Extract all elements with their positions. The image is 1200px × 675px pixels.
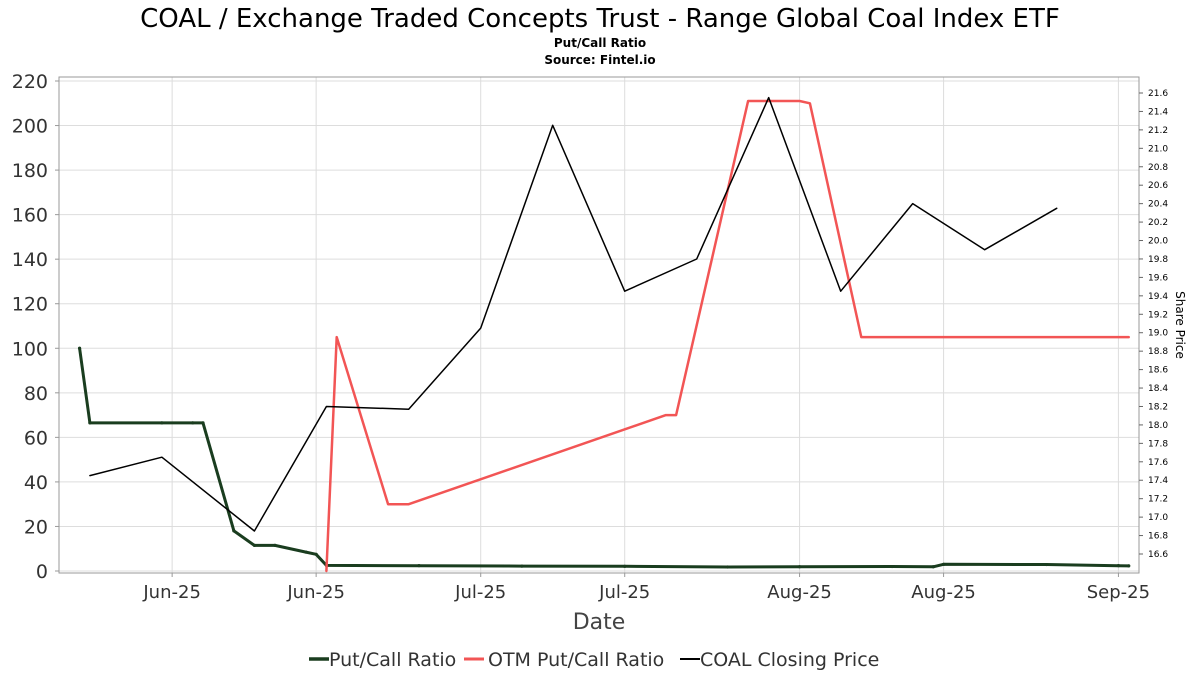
right-tick-label: 19.6 xyxy=(1148,273,1168,283)
right-tick-label: 16.8 xyxy=(1148,532,1168,542)
right-tick-label: 17.2 xyxy=(1148,495,1168,505)
series-line-put-call-ratio xyxy=(78,346,1131,569)
chart-title: COAL / Exchange Traded Concepts Trust - … xyxy=(140,4,1060,34)
x-tick-label: Jun-25 xyxy=(142,582,201,603)
data-point xyxy=(252,543,257,547)
right-tick-label: 19.0 xyxy=(1148,329,1168,339)
x-tick-label: Jun-25 xyxy=(286,582,345,603)
right-tick-label: 18.2 xyxy=(1148,402,1168,412)
right-tick-label: 21.6 xyxy=(1148,89,1168,99)
legend-label-otm-put-call-ratio: OTM Put/Call Ratio xyxy=(488,649,664,671)
data-point xyxy=(77,346,82,350)
right-tick-label: 17.8 xyxy=(1148,439,1168,449)
right-tick-label: 18.8 xyxy=(1148,347,1168,357)
legend-label-put-call-ratio: Put/Call Ratio xyxy=(329,649,456,671)
right-tick-label: 19.8 xyxy=(1148,255,1168,265)
data-point xyxy=(232,529,236,533)
right-tick-label: 17.6 xyxy=(1148,458,1168,468)
right-tick-label: 20.8 xyxy=(1148,163,1168,173)
data-point xyxy=(797,565,802,569)
data-point xyxy=(890,564,894,569)
x-tick-label: Jul-25 xyxy=(598,582,650,603)
series-line-coal-closing-price xyxy=(89,96,1058,532)
data-point xyxy=(88,421,92,425)
data-point xyxy=(725,565,730,569)
x-axis: Jun-25 Jun-25 Jul-25 Jul-25 Aug-25 Aug-25 Sep-… xyxy=(142,573,1150,603)
x-axis-label: Date xyxy=(573,610,626,635)
right-tick-label: 17.0 xyxy=(1148,513,1168,523)
left-tick-label: 120 xyxy=(12,294,48,316)
chart-subtitle-source: Source: Fintel.io xyxy=(544,53,655,67)
data-point xyxy=(520,564,524,568)
data-point xyxy=(1044,562,1049,567)
series-line-otm-put-call-ratio xyxy=(325,99,1130,573)
right-tick-label: 16.6 xyxy=(1148,550,1168,560)
grid-lines xyxy=(59,77,1139,573)
data-point xyxy=(1116,564,1121,568)
right-tick-label: 21.2 xyxy=(1148,126,1168,136)
chart-subtitle-metric: Put/Call Ratio xyxy=(554,36,646,50)
data-point xyxy=(160,421,164,425)
legend: Put/Call Ratio OTM Put/Call Ratio COAL Clo… xyxy=(309,649,879,671)
legend-label-coal-closing-price: COAL Closing Price xyxy=(700,649,879,671)
right-tick-label: 18.6 xyxy=(1148,366,1168,376)
right-tick-label: 20.2 xyxy=(1148,218,1168,228)
left-y-axis: 0 20 40 60 80 100 120 140 160 180 200 220 xyxy=(12,71,59,583)
data-point xyxy=(314,552,318,556)
data-point xyxy=(1127,564,1131,568)
right-tick-label: 18.4 xyxy=(1148,384,1168,394)
data-point xyxy=(191,421,195,425)
left-tick-label: 80 xyxy=(24,383,48,405)
data-point xyxy=(201,421,205,425)
left-tick-label: 40 xyxy=(24,472,48,494)
x-tick-label: Jul-25 xyxy=(454,582,506,603)
data-point xyxy=(304,550,308,554)
left-tick-label: 20 xyxy=(24,516,48,538)
plot-area-frame xyxy=(58,76,1140,574)
data-point xyxy=(417,564,421,568)
right-tick-label: 20.0 xyxy=(1148,237,1168,247)
left-tick-label: 200 xyxy=(12,116,48,138)
right-y-axis: 16.6 16.8 17.0 17.2 17.4 17.6 17.8 18.0 18.2 18.4… xyxy=(1139,89,1168,560)
left-tick-label: 0 xyxy=(36,561,48,583)
left-tick-label: 100 xyxy=(12,338,48,360)
left-tick-label: 140 xyxy=(12,249,48,271)
series-lines xyxy=(77,96,1131,573)
right-tick-label: 19.2 xyxy=(1148,310,1168,320)
data-point xyxy=(623,564,627,568)
left-tick-label: 180 xyxy=(12,160,48,182)
data-point xyxy=(931,565,935,569)
right-tick-label: 21.4 xyxy=(1148,107,1168,117)
left-tick-label: 160 xyxy=(12,205,48,227)
data-point xyxy=(941,562,946,566)
x-tick-label: Aug-25 xyxy=(911,582,976,603)
left-tick-label: 60 xyxy=(24,427,48,449)
x-tick-label: Aug-25 xyxy=(767,582,832,603)
right-tick-label: 20.6 xyxy=(1148,181,1168,191)
right-tick-label: 18.0 xyxy=(1148,421,1168,431)
right-tick-label: 20.4 xyxy=(1148,200,1168,210)
right-tick-label: 17.4 xyxy=(1148,476,1168,486)
left-tick-label: 220 xyxy=(12,71,48,93)
x-tick-label: Sep-25 xyxy=(1087,582,1150,603)
data-point xyxy=(273,543,277,547)
right-tick-label: 19.4 xyxy=(1148,292,1168,302)
right-y-axis-label: Share Price xyxy=(1173,291,1187,359)
right-tick-label: 21.0 xyxy=(1148,144,1168,154)
